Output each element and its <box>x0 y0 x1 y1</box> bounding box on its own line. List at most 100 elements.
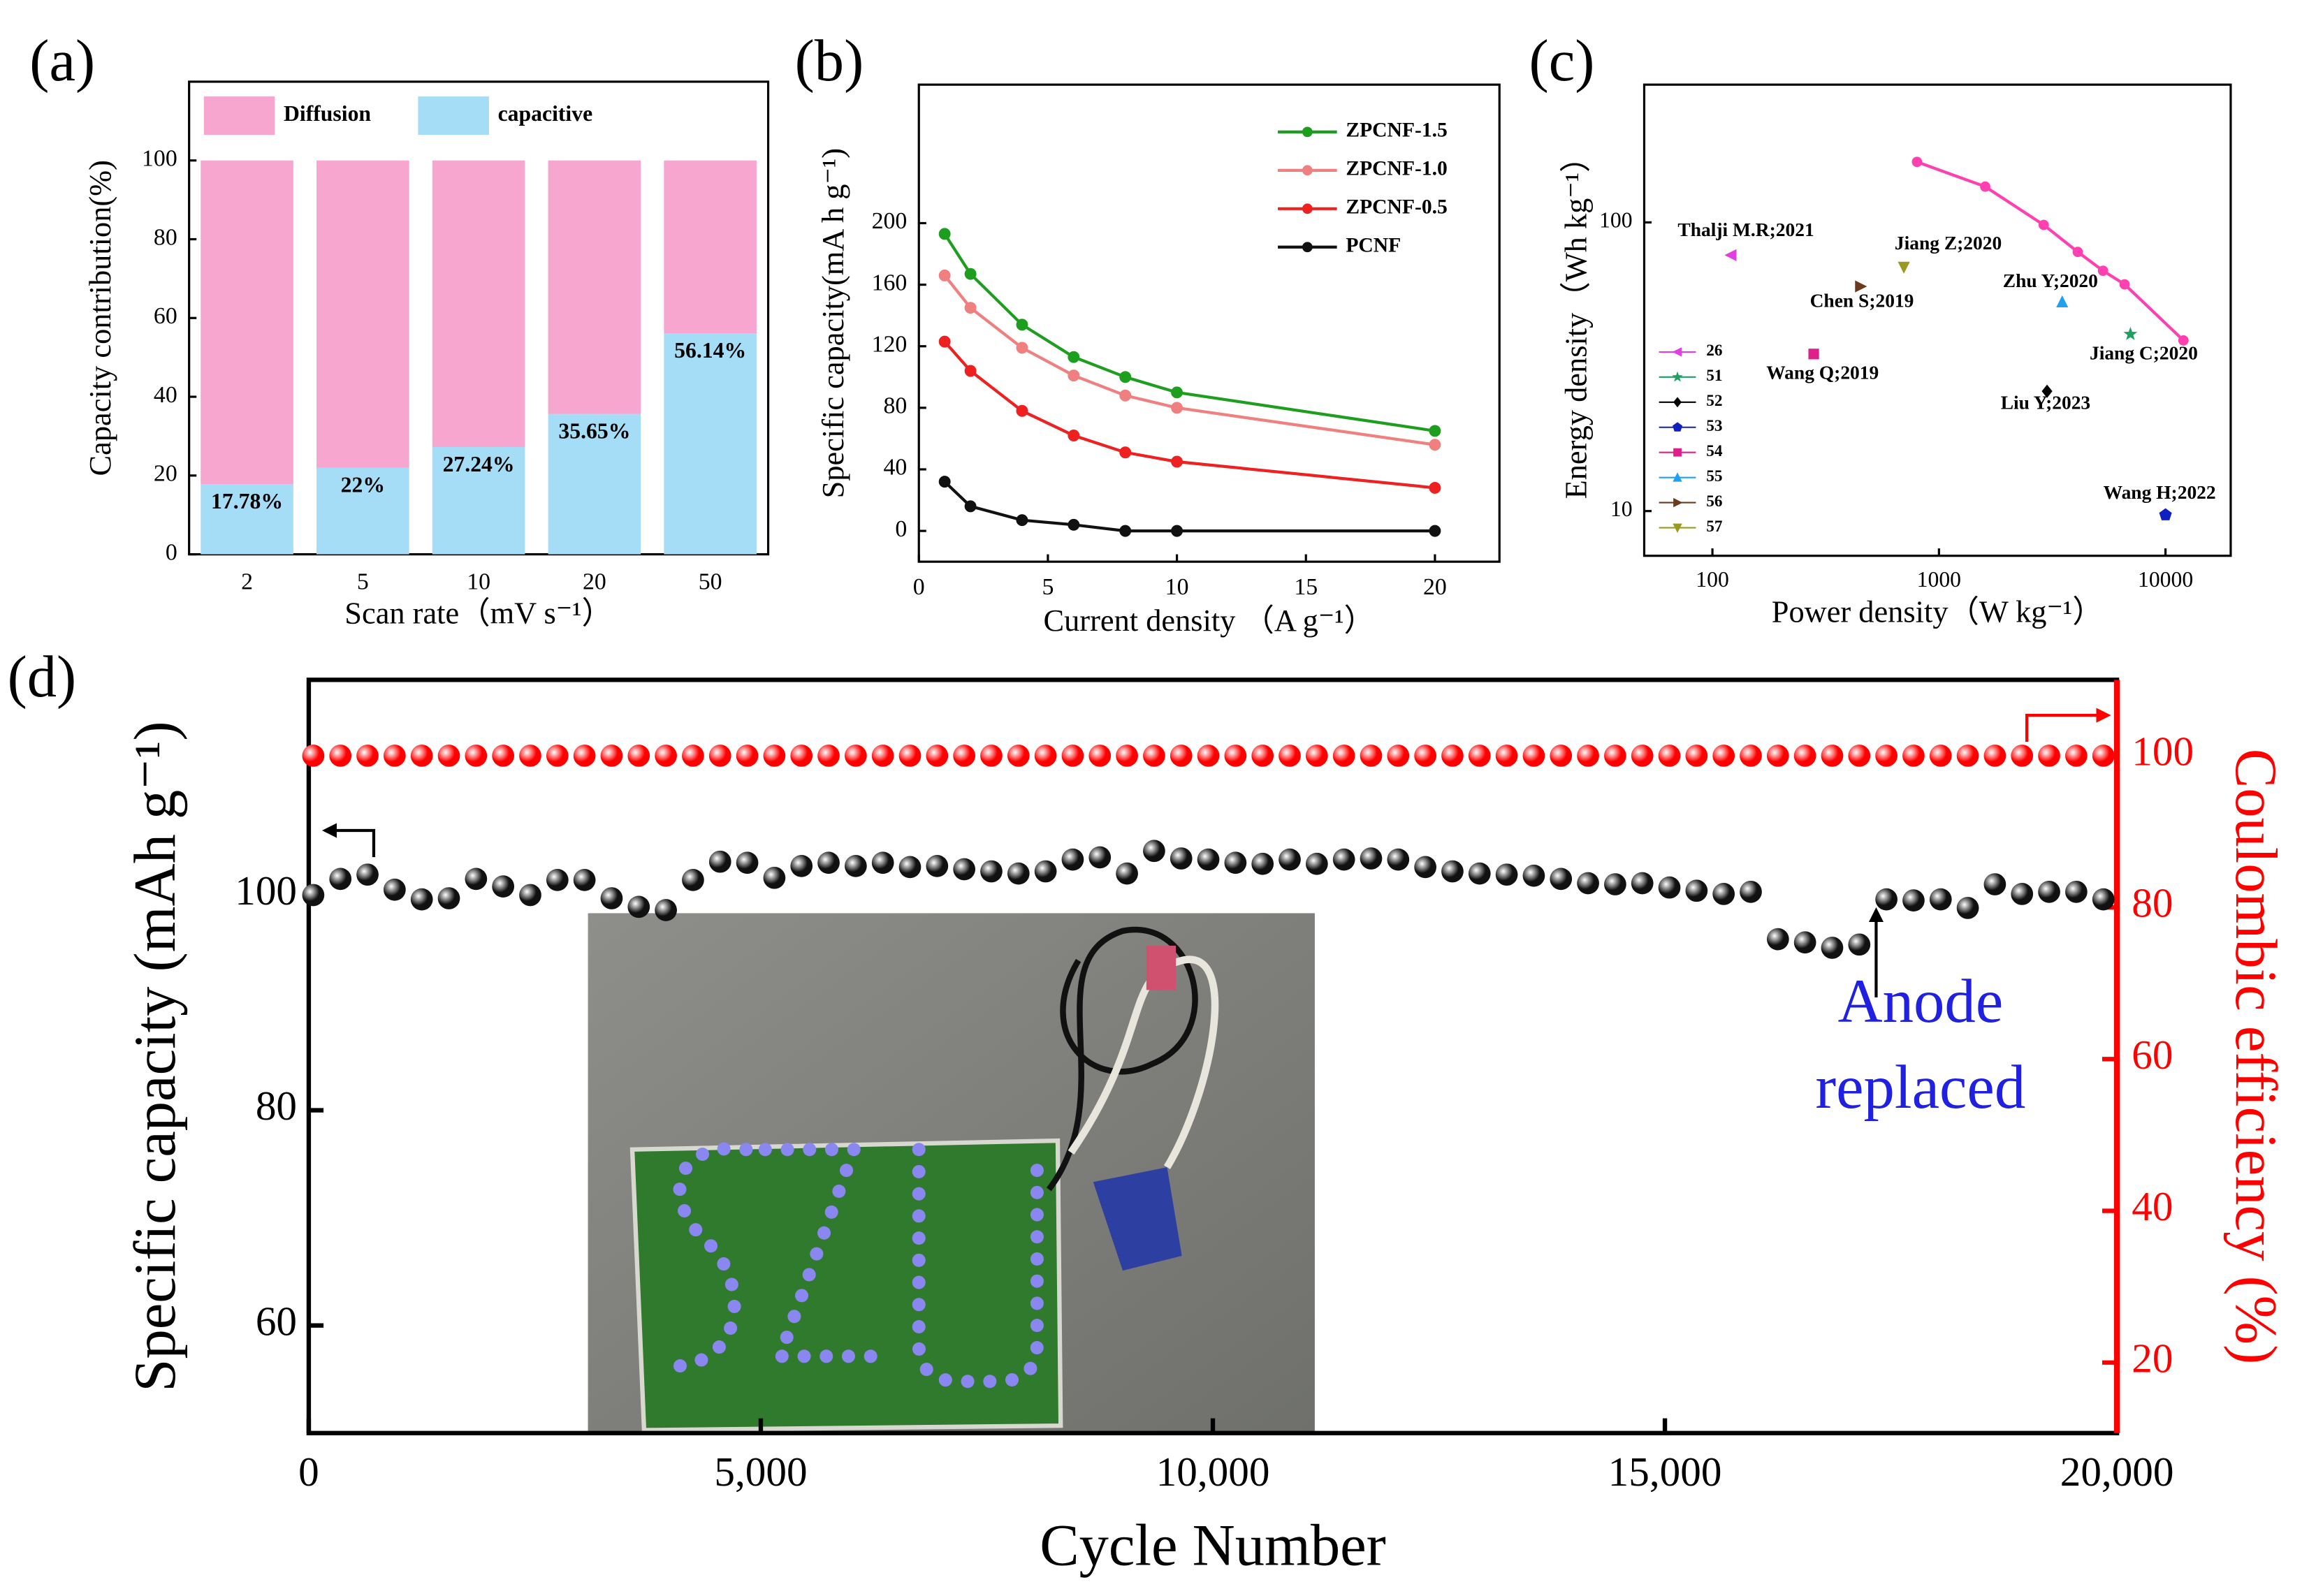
point <box>2065 880 2088 903</box>
point <box>1197 848 1220 871</box>
point <box>1766 745 1789 767</box>
data-label: 22% <box>341 472 385 497</box>
point <box>1088 745 1112 767</box>
point <box>1929 745 1952 767</box>
x-axis-label: Scan rate（mV s⁻¹） <box>344 596 613 631</box>
point <box>964 268 977 280</box>
point <box>2119 279 2130 290</box>
legend-marker <box>1673 422 1683 432</box>
y-axis-label: Capacity contribution(%) <box>82 160 117 476</box>
point <box>898 856 922 879</box>
point <box>1956 745 1979 767</box>
point <box>763 866 786 889</box>
point <box>898 745 922 767</box>
point <box>655 899 677 921</box>
legend-label: 26 <box>1706 342 1722 360</box>
binder-clip <box>1146 945 1177 990</box>
bar-segment <box>548 160 641 414</box>
point <box>1821 937 1844 959</box>
point <box>1171 402 1183 414</box>
circuit-board <box>629 1138 1063 1433</box>
annotation: Anode <box>1838 967 2004 1036</box>
point <box>492 745 515 767</box>
point <box>465 745 488 767</box>
point <box>980 860 1003 883</box>
point <box>1414 856 1436 879</box>
point <box>1143 745 1165 767</box>
point <box>1902 889 1925 912</box>
point <box>1740 880 1762 903</box>
point <box>1170 745 1193 767</box>
point <box>1808 349 1819 360</box>
legend-label: 52 <box>1706 392 1722 410</box>
point <box>964 365 977 377</box>
point <box>1171 525 1183 537</box>
y-tick-label: 20 <box>154 461 177 487</box>
point <box>437 887 460 909</box>
point <box>573 745 596 767</box>
point <box>302 884 325 907</box>
point <box>1983 745 2006 767</box>
y2-tick-label: 80 <box>2132 880 2173 926</box>
point <box>1332 745 1355 767</box>
point <box>1429 481 1441 494</box>
point <box>926 745 949 767</box>
legend-swatch <box>418 96 489 136</box>
point <box>1016 404 1028 417</box>
y2-tick-label: 100 <box>2132 729 2194 775</box>
legend-label: 57 <box>1706 518 1723 536</box>
x-tick-label: 0 <box>298 1449 319 1495</box>
point <box>356 863 379 886</box>
point <box>790 745 813 767</box>
y-tick-label: 60 <box>256 1298 297 1344</box>
legend-label: PCNF <box>1346 235 1401 257</box>
point <box>938 269 951 281</box>
point <box>519 745 541 767</box>
point <box>1550 745 1573 767</box>
x-tick-label: 50 <box>699 569 722 595</box>
point <box>1305 745 1328 767</box>
point <box>964 302 977 314</box>
point <box>1016 514 1028 527</box>
legend-marker <box>1302 203 1313 214</box>
point <box>2011 745 2034 767</box>
point <box>1429 425 1441 437</box>
point <box>1855 280 1867 293</box>
point <box>1387 745 1410 767</box>
point <box>1007 862 1030 885</box>
point <box>1116 745 1138 767</box>
point-label: Jiang C;2020 <box>2090 342 2198 363</box>
point <box>1068 351 1080 363</box>
point <box>1898 261 1910 274</box>
legend-marker <box>1673 448 1682 457</box>
bar-segment <box>316 160 409 468</box>
wire <box>1068 956 1219 1169</box>
point <box>980 745 1003 767</box>
point <box>600 745 623 767</box>
point <box>546 745 569 767</box>
point <box>1604 873 1626 895</box>
bar-segment <box>432 447 525 555</box>
point <box>1279 848 1301 871</box>
point <box>953 858 976 881</box>
clip <box>1093 1167 1182 1271</box>
y-tick-label: 60 <box>154 303 177 329</box>
y-axis-label: Specific capacity(mA h g⁻¹) <box>815 148 850 498</box>
point <box>817 851 840 874</box>
point <box>1068 430 1080 441</box>
point <box>410 888 433 911</box>
point <box>844 854 867 877</box>
legend-marker <box>1672 347 1682 357</box>
point <box>655 745 677 767</box>
point <box>1929 888 1952 911</box>
x-tick-label: 2 <box>241 569 253 595</box>
point <box>1495 745 1518 767</box>
point <box>1119 371 1132 383</box>
point <box>2056 295 2069 307</box>
point <box>627 895 650 918</box>
point <box>1577 872 1599 895</box>
data-label: 27.24% <box>443 452 515 476</box>
point <box>1143 840 1165 863</box>
point <box>938 476 951 488</box>
